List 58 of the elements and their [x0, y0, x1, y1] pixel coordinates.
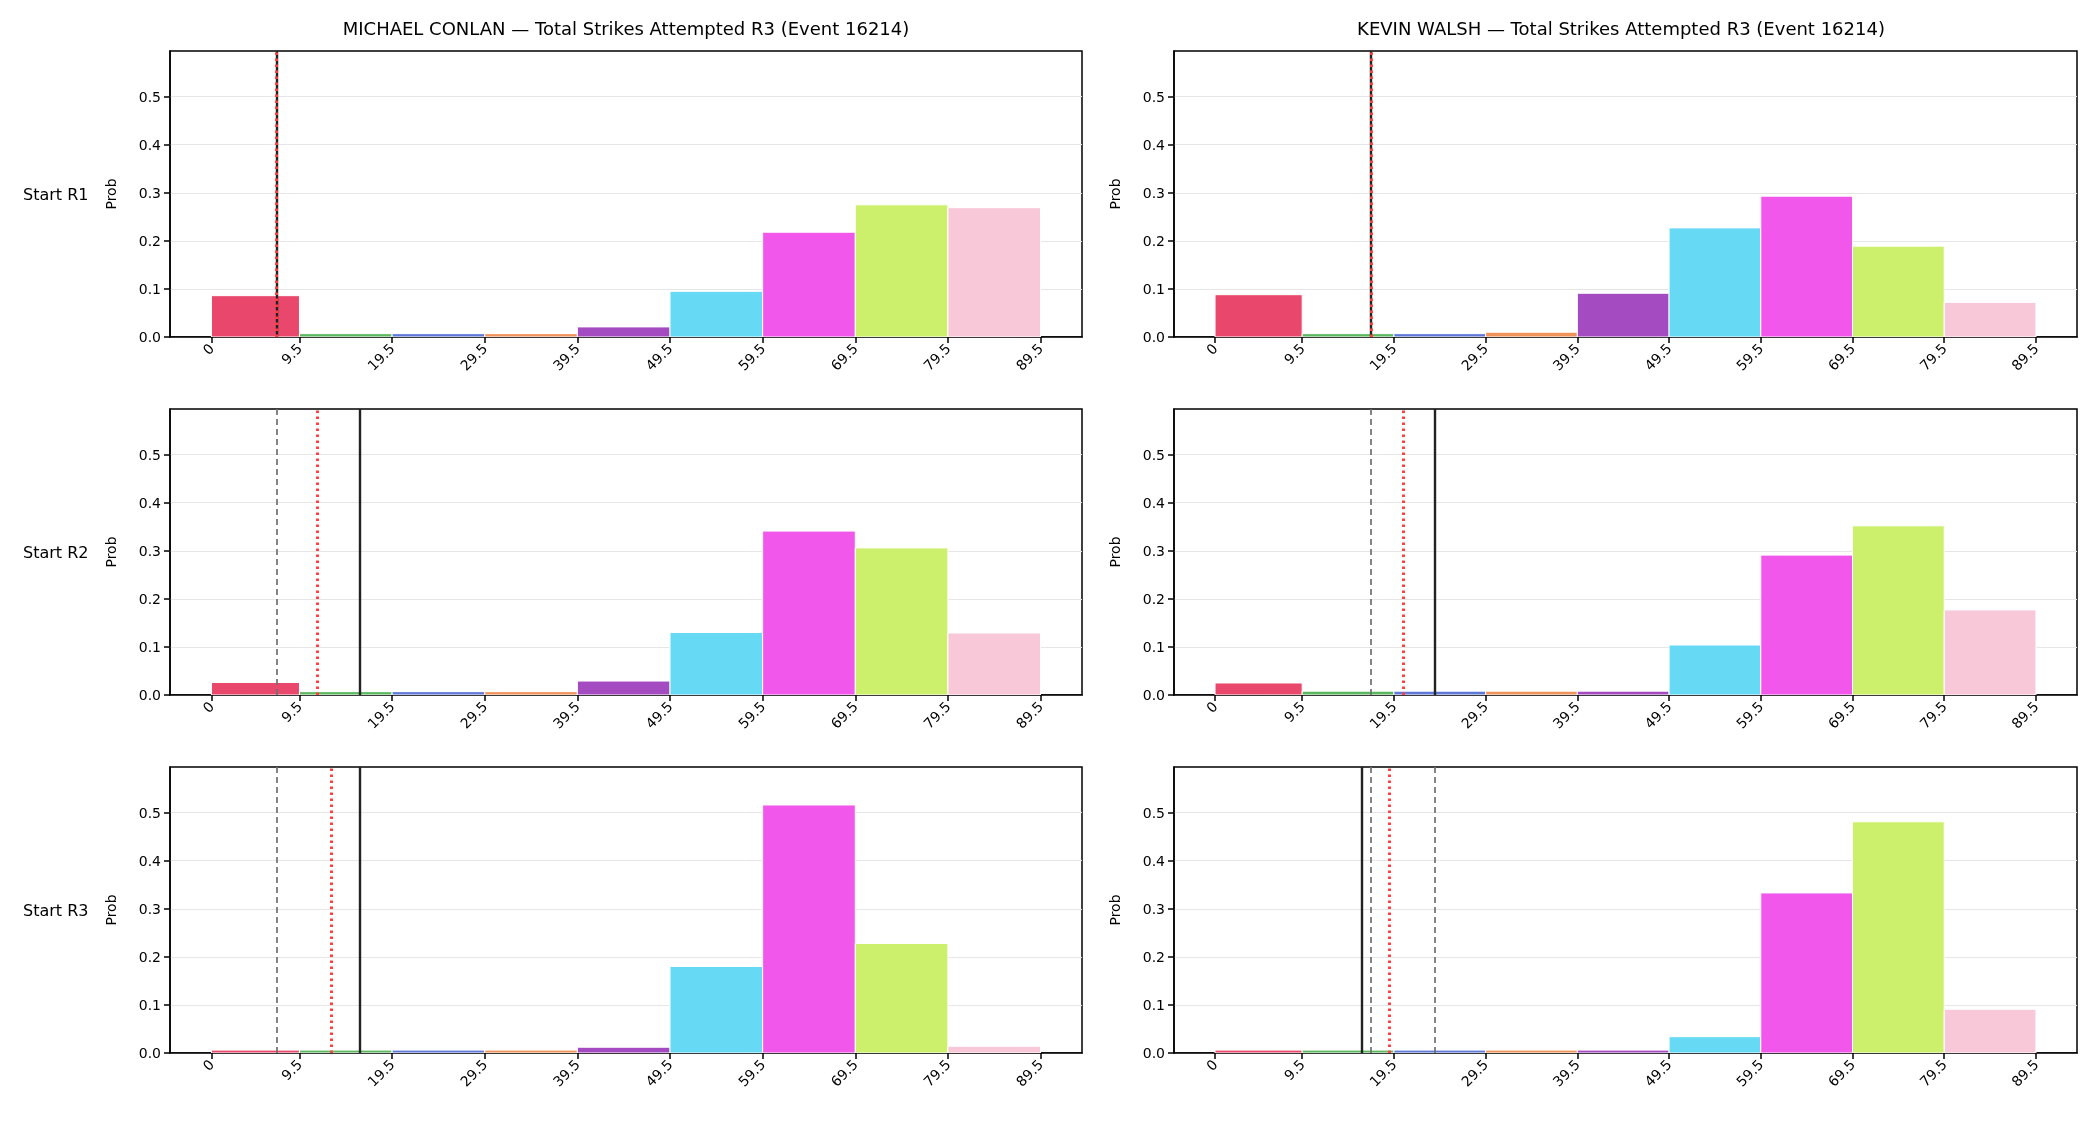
y-tick-label: 0.3	[138, 900, 161, 917]
y-tick-label: 0.4	[138, 494, 162, 511]
y-tick-label: 0.4	[1142, 136, 1166, 153]
y-tick-label: 0.2	[138, 232, 161, 249]
text: Start R1	[23, 184, 89, 204]
y-tick-label: 0.0	[138, 1045, 161, 1061]
y-axis-title: Prob	[103, 536, 119, 568]
x-tick-label: 9.5	[278, 1056, 306, 1084]
x-tick-label: 9.5	[278, 340, 306, 368]
y-axis-title: Prob	[1107, 178, 1123, 210]
chart-title: KEVIN WALSH — Total Strikes Attempted R3 (Event 16214)	[1357, 17, 1885, 39]
y-tick-label: 0.4	[138, 852, 162, 869]
y-tick-label: 0.1	[138, 280, 161, 297]
y-tick-label: 0.2	[1142, 232, 1165, 249]
x-tick-label: 9.5	[1280, 340, 1308, 368]
y-tick-label: 0.5	[1142, 804, 1165, 821]
y-tick-label: 0.3	[1142, 542, 1165, 559]
y-tick-label: 0.1	[1142, 996, 1165, 1013]
y-axis-title: Prob	[1107, 536, 1123, 568]
y-tick-label: 0.2	[138, 948, 161, 965]
y-tick-label: 0.3	[1142, 184, 1165, 201]
y-tick-label: 0.1	[138, 638, 161, 655]
y-tick-label: 0.3	[1142, 900, 1165, 917]
x-tick-label: 0	[1203, 1056, 1221, 1074]
y-tick-label: 0.5	[138, 804, 161, 821]
text: Start R3	[23, 900, 89, 920]
x-tick-label: 0	[199, 340, 218, 358]
x-tick-label: 9.5	[1280, 698, 1308, 726]
y-tick-label: 0.2	[138, 590, 161, 607]
y-tick-label: 0.0	[1142, 1045, 1165, 1061]
y-axis-title: Prob	[103, 178, 119, 210]
y-tick-label: 0.1	[1142, 280, 1165, 297]
y-tick-label: 0.1	[138, 996, 161, 1013]
y-tick-label: 0.0	[138, 687, 161, 703]
chart-title: MICHAEL CONLAN — Total Strikes Attempted R3 (Event 16214)	[342, 17, 910, 39]
y-tick-label: 0.1	[1142, 638, 1165, 655]
y-tick-label: 0.4	[138, 136, 162, 153]
y-tick-label: 0.5	[138, 88, 161, 105]
y-tick-label: 0.3	[138, 184, 161, 201]
y-tick-label: 0.0	[1142, 329, 1165, 345]
x-tick-label: 0	[1203, 340, 1221, 358]
x-tick-label: 9.5	[278, 698, 306, 726]
x-tick-label: 0	[1203, 698, 1221, 716]
y-tick-label: 0.2	[1142, 948, 1165, 965]
x-tick-label: 0	[199, 1056, 218, 1074]
text: Start R2	[23, 542, 89, 562]
y-tick-label: 0.4	[1142, 494, 1166, 511]
y-tick-label: 0.0	[1142, 687, 1165, 703]
y-tick-label: 0.5	[1142, 446, 1165, 463]
y-tick-label: 0.5	[1142, 88, 1165, 105]
y-tick-label: 0.2	[1142, 590, 1165, 607]
y-axis-title: Prob	[1107, 894, 1123, 926]
y-tick-label: 0.3	[138, 542, 161, 559]
y-axis-title: Prob	[103, 894, 119, 926]
x-tick-label: 0	[199, 698, 218, 716]
x-tick-label: 9.5	[1280, 1056, 1308, 1084]
y-tick-label: 0.5	[138, 446, 161, 463]
y-tick-label: 0.4	[1142, 852, 1166, 869]
